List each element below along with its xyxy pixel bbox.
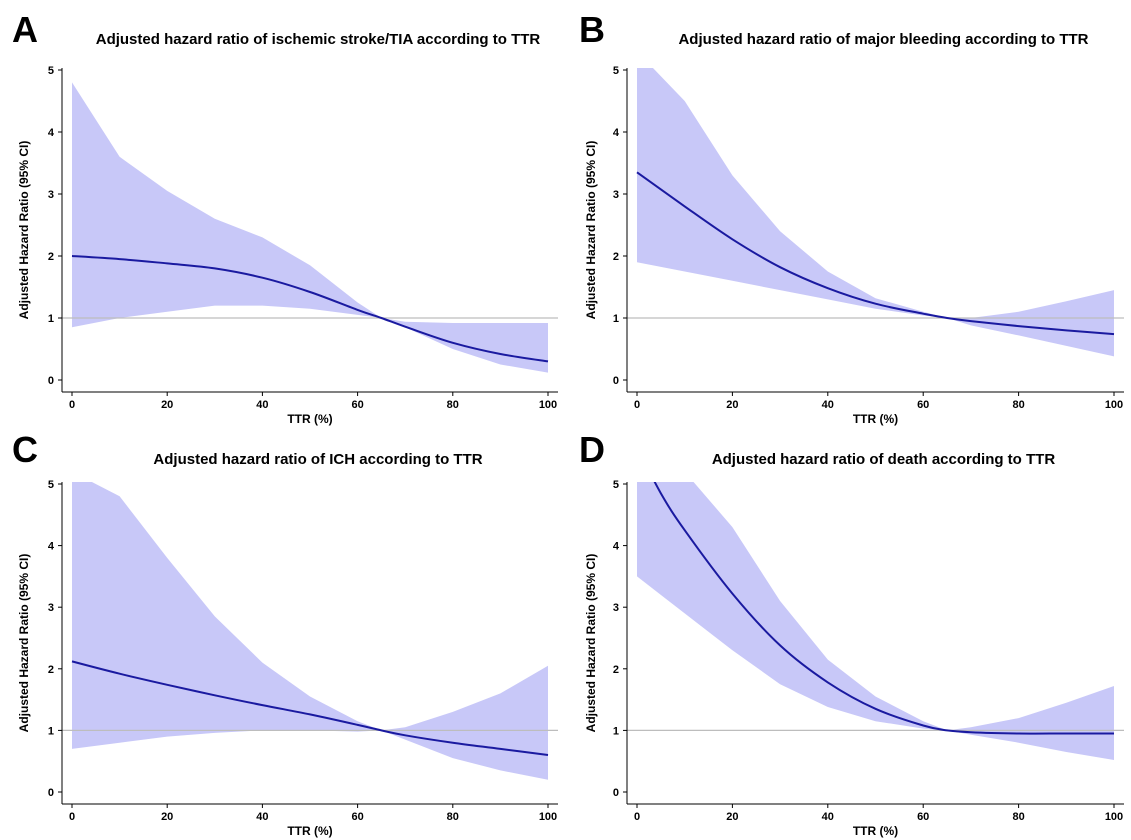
y-tick-label: 2 [48,664,54,676]
y-axis-label: Adjusted Hazard Ratio (95% CI) [584,141,598,320]
x-tick-label: 80 [447,399,459,411]
x-tick-label: 80 [447,811,459,823]
chart-panel-c: C Adjusted hazard ratio of ICH according … [12,429,558,838]
x-axis-label: TTR (%) [287,824,332,838]
y-tick-label: 5 [48,65,54,77]
hazard-ratio-line [71,660,549,756]
chart-title: Adjusted hazard ratio of ICH according t… [153,451,482,468]
x-tick-label: 60 [351,399,363,411]
x-tick-label: 60 [917,811,929,823]
x-tick-label: 20 [726,811,738,823]
y-tick-label: 2 [613,664,619,676]
x-tick-label: 60 [351,811,363,823]
y-axis-label: Adjusted Hazard Ratio (95% CI) [584,554,598,733]
chart-title: Adjusted hazard ratio of death according… [712,451,1056,468]
x-tick-label: 0 [69,399,75,411]
plot-area [627,482,1124,760]
y-tick-label: 0 [48,375,54,387]
x-tick-label: 20 [726,399,738,411]
y-tick-label: 1 [48,725,54,737]
confidence-band [72,82,548,373]
x-axis-label: TTR (%) [853,824,898,838]
y-tick-label: 1 [613,725,619,737]
y-tick-label: 3 [48,189,54,201]
y-tick-label: 0 [48,787,54,799]
chart-title: Adjusted hazard ratio of ischemic stroke… [96,31,541,48]
y-tick-label: 4 [48,127,55,139]
y-axis-label: Adjusted Hazard Ratio (95% CI) [17,554,31,733]
y-tick-label: 0 [613,375,619,387]
x-tick-label: 100 [539,399,557,411]
x-tick-label: 80 [1012,811,1024,823]
y-tick-label: 5 [613,479,619,491]
panel-letter: D [579,429,605,470]
plot-area [627,68,1124,357]
panel-letter: B [579,9,605,50]
plot-area [62,482,558,780]
y-tick-label: 3 [613,602,619,614]
y-tick-label: 3 [48,602,54,614]
y-axis-label: Adjusted Hazard Ratio (95% CI) [17,141,31,320]
y-tick-label: 4 [613,541,620,553]
x-tick-label: 40 [822,399,834,411]
y-tick-label: 2 [48,251,54,263]
y-tick-label: 4 [613,127,620,139]
x-axis-label: TTR (%) [853,412,898,426]
x-tick-label: 0 [634,811,640,823]
confidence-band [637,68,1114,357]
y-tick-label: 1 [613,313,619,325]
x-tick-label: 80 [1012,399,1024,411]
x-tick-label: 100 [1105,811,1123,823]
y-tick-label: 5 [613,65,619,77]
y-tick-label: 5 [48,479,54,491]
x-tick-label: 20 [161,811,173,823]
chart-title: Adjusted hazard ratio of major bleeding … [678,31,1088,48]
panel-letter: C [12,429,38,470]
hazard-ratio-line [653,482,1114,735]
confidence-band [637,482,1114,760]
x-tick-label: 0 [69,811,75,823]
y-tick-label: 1 [48,313,54,325]
y-tick-label: 3 [613,189,619,201]
chart-panel-b: B Adjusted hazard ratio of major bleeding… [579,9,1124,426]
x-tick-label: 0 [634,399,640,411]
hazard-ratio-line [636,171,1115,336]
x-tick-label: 40 [256,399,268,411]
confidence-band [72,482,548,780]
y-tick-label: 2 [613,251,619,263]
chart-panel-d: D Adjusted hazard ratio of death accordin… [579,429,1124,838]
x-tick-label: 40 [256,811,268,823]
plot-area [62,82,558,373]
panel-letter: A [12,9,38,50]
x-tick-label: 40 [822,811,834,823]
x-axis-label: TTR (%) [287,412,332,426]
x-tick-label: 60 [917,399,929,411]
x-tick-label: 100 [539,811,557,823]
x-tick-label: 100 [1105,399,1123,411]
hazard-ratio-line [71,255,549,363]
x-tick-label: 20 [161,399,173,411]
y-tick-label: 0 [613,787,619,799]
chart-panel-a: A Adjusted hazard ratio of ischemic strok… [12,9,558,426]
y-tick-label: 4 [48,541,55,553]
